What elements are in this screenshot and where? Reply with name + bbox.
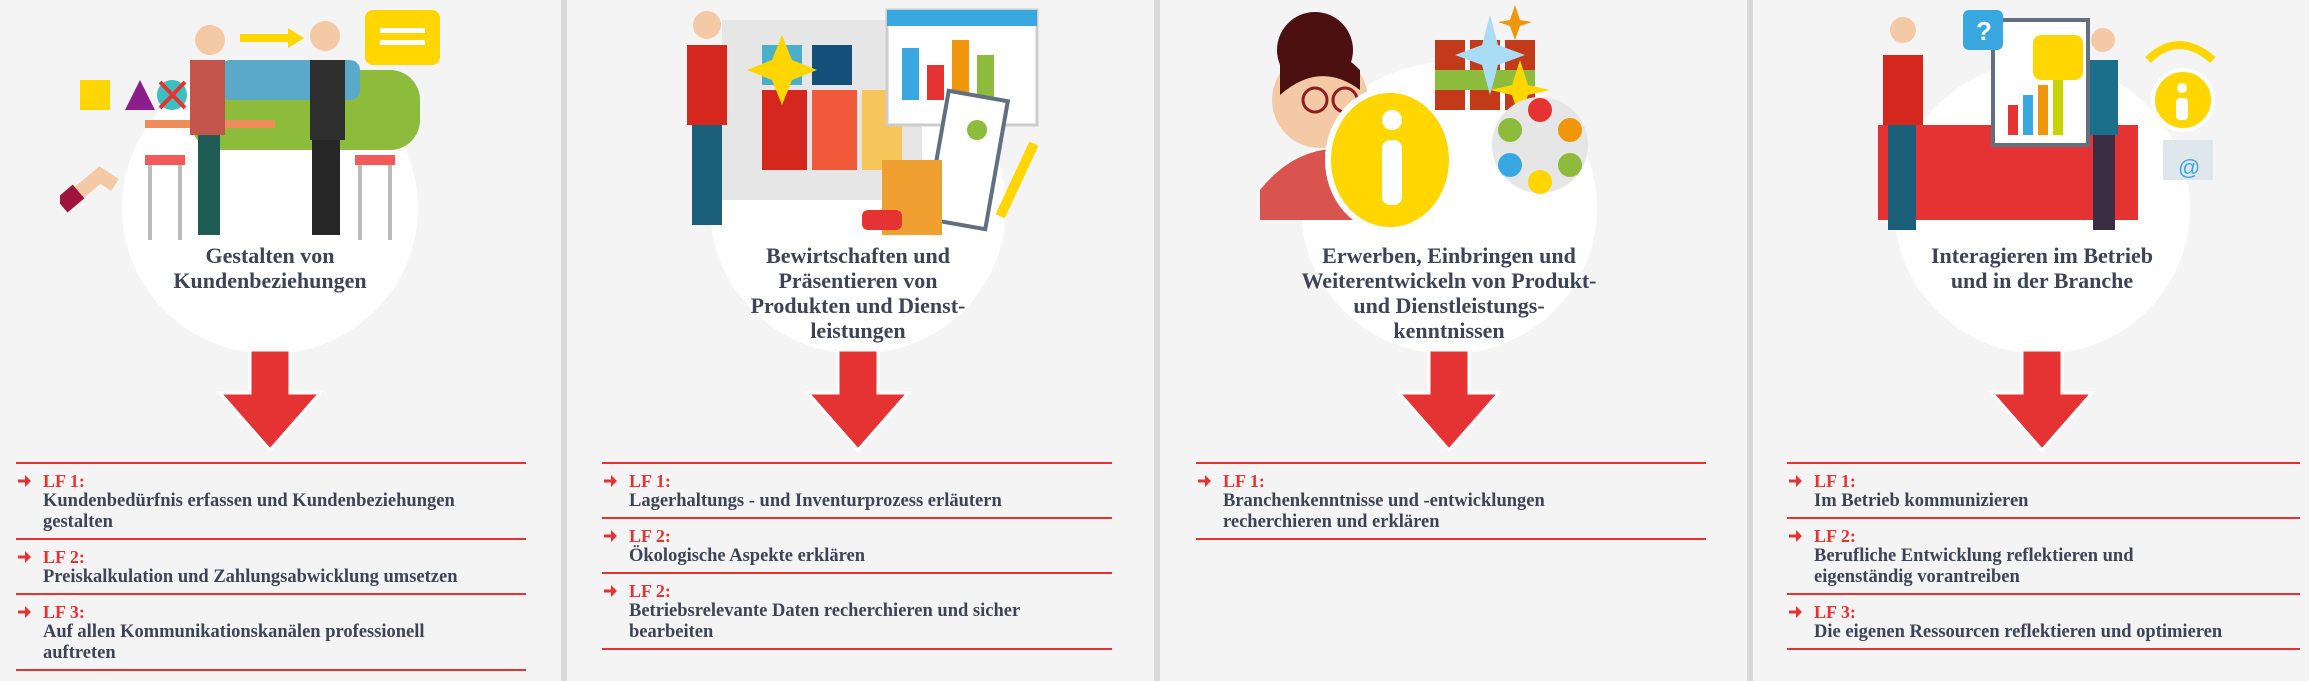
lf-text: Branchenkenntnisse und -entwicklungen re… (1223, 491, 1545, 532)
title-line: Erwerben, Einbringen und (1322, 243, 1576, 268)
column-interagieren: ? @ Interagieren im Betrieb und in der B… (1753, 0, 2309, 681)
title-line: Präsentieren von (778, 268, 938, 293)
arrow-right-icon (1789, 475, 1802, 487)
lf-text: Betriebsrelevante Daten recherchieren un… (629, 601, 1020, 642)
column-divider (1747, 0, 1753, 681)
arrow-right-icon (604, 585, 617, 597)
down-arrow-icon (216, 348, 324, 452)
svg-text:@: @ (2178, 155, 2200, 180)
arrow-right-icon (1789, 606, 1802, 618)
title-line: Kundenbeziehungen (173, 268, 367, 293)
title-line: und Dienstleistungs- (1353, 293, 1545, 318)
lf-text: Berufliche Entwicklung reflektieren und … (1814, 546, 2134, 587)
list-item: LF 2: Ökologische Aspekte erklären (602, 519, 1112, 574)
title-line: Produkten und Dienst- (750, 293, 966, 318)
column-divider (561, 0, 567, 681)
lf-text: Ökologische Aspekte erklären (629, 546, 866, 566)
title-line: und in der Branche (1950, 268, 2134, 293)
lf-text: Auf allen Kommunikationskanälen professi… (43, 622, 425, 663)
lf-text: Im Betrieb kommunizieren (1814, 491, 2029, 511)
lernfeld-list: LF 1: Branchenkenntnisse und -entwicklun… (1196, 462, 1706, 540)
woman-illustration (1260, 5, 1588, 233)
list-item: LF 2: Berufliche Entwicklung reflektiere… (1787, 519, 2300, 595)
list-item: LF 1: Kundenbedürfnis erfassen und Kunde… (16, 464, 526, 540)
lernfeld-list: LF 1: Kundenbedürfnis erfassen und Kunde… (16, 462, 526, 671)
section-title: Bewirtschaften und Präsentieren von Prod… (668, 243, 1048, 343)
arrow-right-icon (1789, 530, 1802, 542)
list-item: LF 1: Branchenkenntnisse und -entwicklun… (1196, 464, 1706, 540)
lf-label: LF 3: (43, 601, 85, 622)
lf-label: LF 1: (43, 470, 85, 491)
column-divider (1154, 0, 1160, 681)
column-kenntnisse: Erwerben, Einbringen und Weiterentwickel… (1160, 0, 1747, 681)
lf-label: LF 1: (1223, 470, 1265, 491)
section-title: Erwerben, Einbringen und Weiterentwickel… (1259, 243, 1639, 343)
column-kundenbeziehungen: Gestalten von Kundenbeziehungen LF 1: Ku… (0, 0, 561, 681)
lf-text: Preiskalkulation und Zahlungsabwicklung … (43, 567, 458, 587)
list-item: LF 1: Lagerhaltungs - und Inventurprozes… (602, 464, 1112, 519)
arrow-right-icon (604, 530, 617, 542)
arrow-right-icon (18, 551, 31, 563)
lf-text: Die eigenen Ressourcen reflektieren und … (1814, 622, 2223, 642)
lf-text: Kundenbedürfnis erfassen und Kundenbezie… (43, 491, 455, 532)
list-item: LF 2: Betriebsrelevante Daten recherchie… (602, 574, 1112, 650)
lf-label: LF 2: (629, 525, 671, 546)
list-item: LF 3: Die eigenen Ressourcen reflektiere… (1787, 595, 2300, 650)
lernfeld-list: LF 1: Lagerhaltungs - und Inventurprozes… (602, 462, 1112, 650)
down-arrow-icon (804, 348, 912, 452)
lernfeld-list: LF 1: Im Betrieb kommunizieren LF 2: Ber… (1787, 462, 2300, 650)
title-line: leistungen (810, 318, 906, 343)
title-line: Interagieren im Betrieb (1931, 243, 2153, 268)
list-item: LF 1: Im Betrieb kommunizieren (1787, 464, 2300, 519)
list-item: LF 3: Auf allen Kommunikationskanälen pr… (16, 595, 526, 671)
arrow-right-icon (1198, 475, 1211, 487)
clothing-rack-illustration (687, 8, 1039, 235)
list-item: LF 2: Preiskalkulation und Zahlungsabwic… (16, 540, 526, 595)
lf-label: LF 2: (629, 580, 671, 601)
arrow-right-icon (18, 606, 31, 618)
lf-label: LF 2: (43, 546, 85, 567)
title-line: Weiterentwickeln von Produkt- (1301, 268, 1597, 293)
lf-label: LF 1: (1814, 470, 1856, 491)
arrow-right-icon (18, 475, 31, 487)
svg-text:?: ? (1976, 16, 1992, 46)
arrow-right-icon (604, 475, 617, 487)
section-title: Gestalten von Kundenbeziehungen (80, 243, 460, 293)
title-line: Bewirtschaften und (766, 243, 950, 268)
down-arrow-icon (1988, 348, 2096, 452)
title-line: kenntnissen (1393, 318, 1505, 343)
title-line: Gestalten von (205, 243, 335, 268)
column-produkte: Bewirtschaften und Präsentieren von Prod… (567, 0, 1154, 681)
lf-label: LF 3: (1814, 601, 1856, 622)
handshake-illustration (60, 10, 440, 240)
lf-text: Lagerhaltungs - und Inventurprozess erlä… (629, 491, 1002, 511)
presentation-illustration: ? @ (1878, 10, 2216, 230)
lf-label: LF 1: (629, 470, 671, 491)
down-arrow-icon (1395, 348, 1503, 452)
section-title: Interagieren im Betrieb und in der Branc… (1852, 243, 2232, 293)
lf-label: LF 2: (1814, 525, 1856, 546)
